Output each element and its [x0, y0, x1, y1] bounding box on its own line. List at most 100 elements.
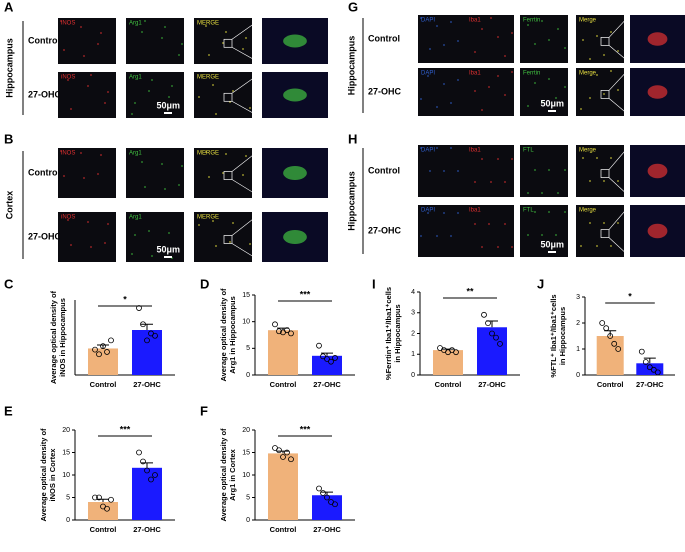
cell-signal: [245, 155, 247, 157]
cell-signal: [497, 158, 499, 160]
significance: ***: [300, 289, 311, 299]
zoom-cell: [283, 230, 307, 244]
y-axis-label: Arg1 in Hippocampus: [228, 296, 237, 374]
cell-signal: [100, 32, 102, 34]
zoom-box: [600, 169, 610, 178]
cell-signal: [148, 230, 150, 232]
zoom-line: [608, 14, 631, 38]
cell-signal: [555, 234, 557, 236]
data-point: [108, 496, 114, 503]
cell-signal: [617, 50, 619, 52]
cell-signal: [212, 84, 214, 86]
cell-signal: [443, 83, 445, 85]
cell-signal: [527, 105, 529, 107]
cell-signal: [557, 28, 559, 30]
cell-signal: [87, 85, 89, 87]
micrograph: [418, 68, 466, 116]
y-axis-label: in Hippocampus: [558, 307, 567, 365]
micrograph: [194, 212, 252, 262]
bar: [268, 330, 298, 375]
cell-signal: [87, 221, 89, 223]
panel-letter: E: [4, 403, 13, 418]
cell-signal: [541, 234, 543, 236]
micrograph: [520, 205, 568, 257]
x-tick-label: Control: [90, 525, 117, 534]
y-axis-label: in Hippocampus: [393, 304, 402, 362]
cell-signal: [474, 223, 476, 225]
cell-signal: [144, 186, 146, 188]
scale-bar-label: 50μm: [156, 100, 180, 110]
y-tick-label: 5: [246, 494, 250, 501]
cell-signal: [151, 255, 153, 257]
bar: [596, 336, 624, 375]
significance: ***: [120, 424, 131, 434]
zoom-box: [600, 90, 610, 99]
data-point: [324, 494, 330, 501]
panel-letter: H: [348, 131, 357, 146]
data-point: [272, 321, 278, 328]
y-axis-label: Average optical density of: [219, 288, 228, 382]
cell-signal: [420, 98, 422, 100]
data-point: [92, 494, 98, 501]
micrograph: [126, 148, 184, 198]
data-point: [92, 346, 98, 353]
cell-signal: [610, 31, 612, 33]
x-tick-label: 27-OHC: [133, 525, 161, 534]
cell-signal: [490, 181, 492, 183]
cell-signal: [497, 36, 499, 38]
cell-signal: [427, 75, 429, 77]
x-tick-label: Control: [435, 380, 462, 389]
cell-signal: [541, 101, 543, 103]
bar: [433, 350, 463, 375]
cell-signal: [208, 54, 210, 56]
micrograph: [194, 72, 252, 118]
channel-label: iNOS: [61, 21, 75, 27]
data-point: [481, 311, 487, 318]
y-tick-label: 10: [62, 472, 70, 479]
cell-signal: [582, 157, 584, 159]
bar: [88, 502, 118, 520]
cell-signal: [67, 79, 69, 81]
y-tick-label: 3: [411, 310, 415, 317]
cell-signal: [490, 17, 492, 19]
cell-signal: [104, 102, 106, 104]
cell-signal: [141, 161, 143, 163]
cell-signal: [481, 158, 483, 160]
zoom-line: [608, 204, 631, 230]
row-label: Control: [368, 165, 400, 175]
y-tick-label: 0: [246, 372, 250, 379]
cell-signal: [100, 154, 102, 156]
y-tick-label: 0: [66, 517, 70, 524]
error-bar: [643, 357, 656, 364]
cell-signal: [617, 89, 619, 91]
panel-letter: I: [372, 276, 376, 291]
cell-signal: [198, 96, 200, 98]
scale-bar-label: 50μm: [156, 244, 180, 254]
cell-signal: [168, 96, 170, 98]
cell-signal: [527, 192, 529, 194]
scale-bar-label: 50μm: [540, 98, 564, 108]
cell-signal: [107, 223, 109, 225]
cell-signal: [420, 235, 422, 237]
cell-signal: [70, 244, 72, 246]
data-point: [288, 330, 294, 337]
zoom-box: [600, 229, 610, 238]
bar: [88, 348, 118, 375]
cell-signal: [457, 212, 459, 214]
cell-signal: [603, 180, 605, 182]
cell-signal: [548, 78, 550, 80]
row-label: Control: [28, 167, 60, 177]
cell-signal: [443, 212, 445, 214]
data-point: [493, 334, 499, 341]
cell-signal: [610, 245, 612, 247]
cell-signal: [168, 232, 170, 234]
data-point: [144, 337, 150, 344]
cell-signal: [80, 26, 82, 28]
cell-signal: [511, 32, 513, 34]
cell-signal: [249, 243, 251, 245]
data-point: [332, 355, 338, 361]
cell-signal: [429, 170, 431, 172]
data-point: [485, 320, 491, 327]
cell-signal: [151, 79, 153, 81]
x-tick-label: Control: [270, 525, 297, 534]
